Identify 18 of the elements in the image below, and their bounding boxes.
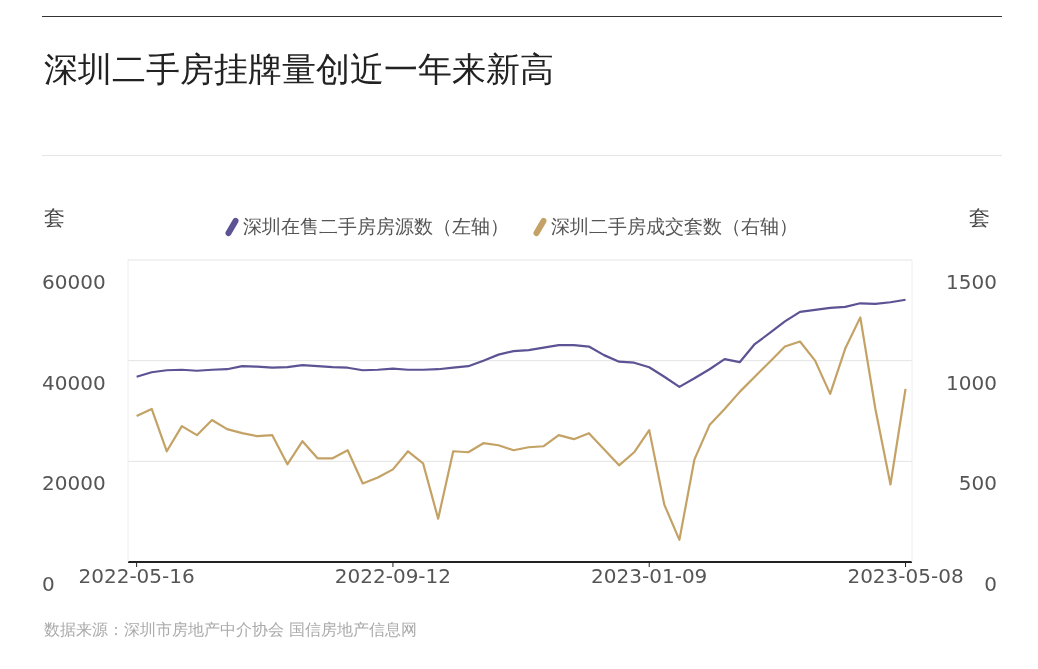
y-tick-label: 0 xyxy=(42,572,55,596)
source-note: 数据来源：深圳市房地产中介协会 国信房地产信息网 xyxy=(44,620,419,641)
y2-tick-label: 1000 xyxy=(946,370,997,395)
y2-tick-label: 0 xyxy=(984,572,997,596)
legend-label: 深圳二手房成交套数（右轴） xyxy=(549,214,798,239)
chart-title: 深圳二手房挂牌量创近一年来新高 xyxy=(44,48,555,91)
y2-tick-label: 500 xyxy=(958,471,997,496)
y-tick-label: 40000 xyxy=(42,370,106,395)
x-tick-label: 2023-01-09 xyxy=(591,564,708,589)
x-tick-label: 2022-05-16 xyxy=(78,564,195,589)
y2-axis-title: 套 xyxy=(969,205,990,232)
y-tick-label: 20000 xyxy=(42,471,106,496)
legend-label: 深圳在售二手房房源数（左轴） xyxy=(241,214,509,239)
y-axis-title: 套 xyxy=(44,205,65,232)
y2-tick-label: 1500 xyxy=(946,270,997,294)
x-tick-label: 2022-09-12 xyxy=(334,564,452,589)
x-tick-label: 2023-05-08 xyxy=(847,564,964,589)
y-tick-label: 60000 xyxy=(42,270,106,294)
